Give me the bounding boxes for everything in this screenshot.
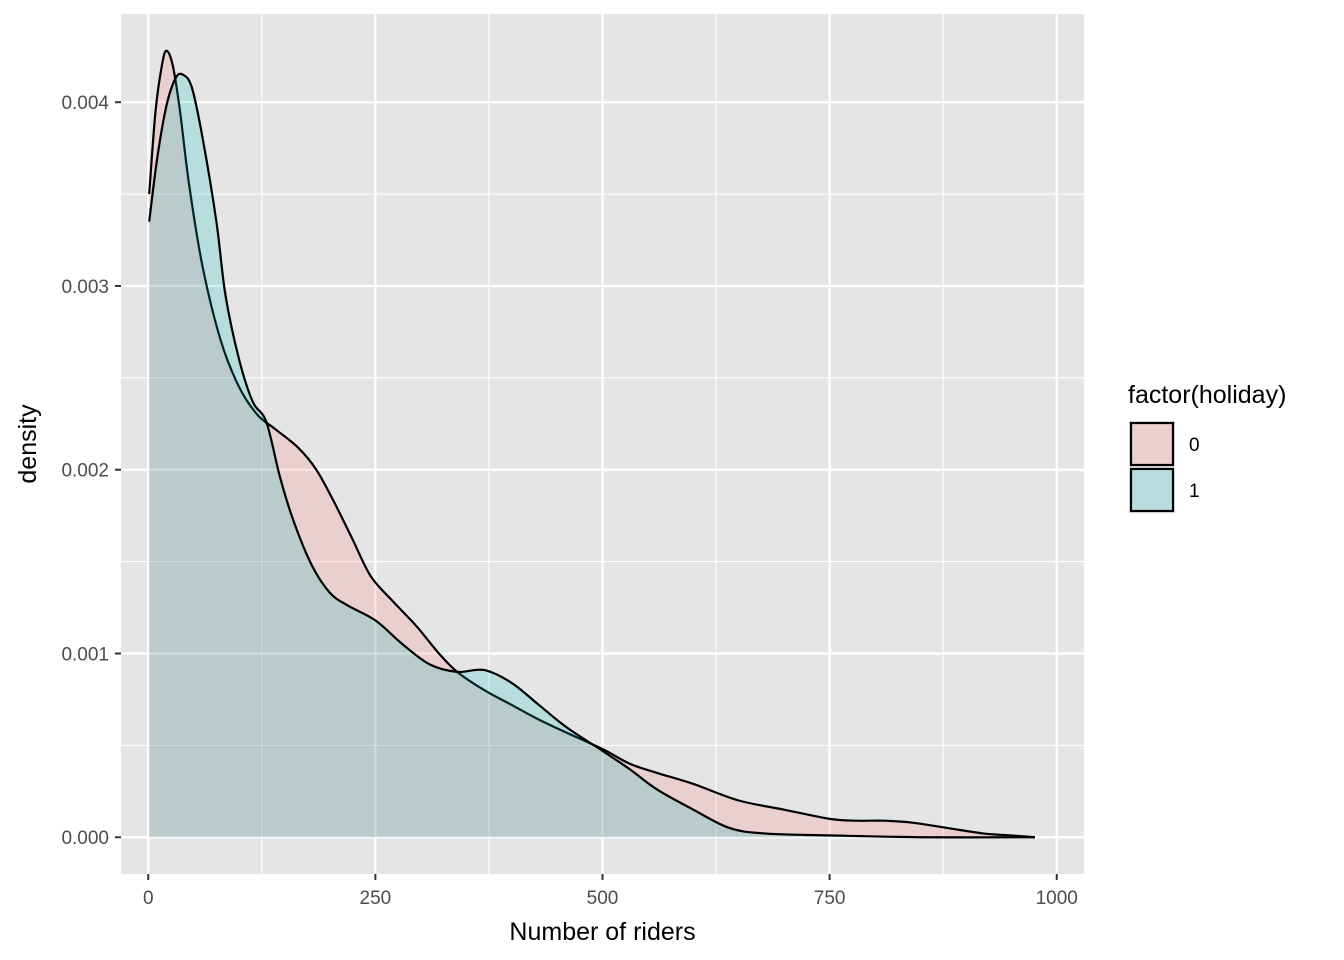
y-tick-label: 0.003 (61, 277, 109, 298)
y-tick-label: 0.001 (61, 644, 109, 665)
x-tick-label: 250 (360, 888, 392, 909)
legend: factor(holiday) 01 (1128, 381, 1286, 513)
density-line-0 (148, 49, 1036, 839)
x-tick-label: 750 (814, 888, 846, 909)
legend-label-0: 0 (1189, 435, 1200, 456)
legend-key-background (1129, 421, 1175, 467)
y-tick-label: 0.000 (61, 828, 109, 849)
legend-key-background (1129, 467, 1175, 513)
y-axis-title: density (14, 404, 42, 484)
y-tick-label: 0.002 (61, 461, 109, 482)
legend-key-0 (1129, 421, 1175, 467)
legend-title: factor(holiday) (1128, 381, 1286, 409)
density-area-1 (149, 73, 1035, 838)
legend-label-1: 1 (1189, 481, 1200, 502)
y-tick-label: 0.004 (61, 93, 109, 114)
x-tick-label: 500 (587, 888, 619, 909)
density-line-1 (148, 72, 1035, 839)
density-area-0 (149, 50, 1035, 838)
x-tick-label: 0 (143, 888, 154, 909)
x-axis-title: Number of riders (509, 918, 695, 946)
legend-key-1 (1129, 467, 1175, 513)
x-tick-label: 1000 (1036, 888, 1078, 909)
density-series (148, 49, 1036, 839)
gridlines (121, 14, 1084, 874)
legend-items: 01 (1129, 421, 1200, 513)
axes: 0 250 500 750 1000 0.000 0.001 0.002 0.003 0.004 (61, 93, 1077, 909)
